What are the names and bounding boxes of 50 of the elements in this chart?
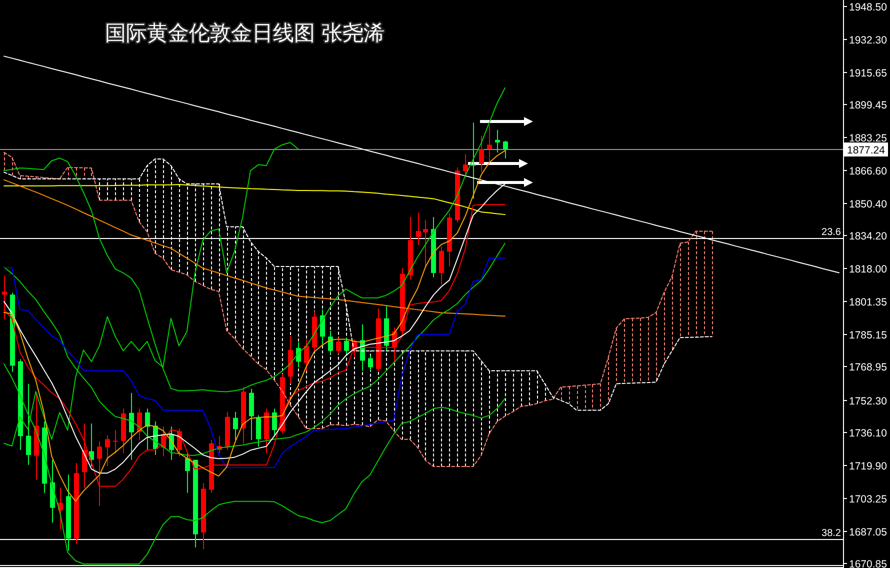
candlestick	[249, 388, 254, 440]
y-tick-label: 1687.05	[849, 526, 888, 538]
ref-line-label: 1877.24	[847, 144, 886, 156]
y-tick-label: 1915.65	[849, 67, 888, 80]
candlestick	[256, 414, 261, 448]
candlestick	[82, 422, 87, 488]
annotation: 38.2	[822, 528, 842, 540]
y-tick-label: 1834.20	[849, 230, 888, 242]
candlestick	[368, 355, 373, 372]
y-tick-label: 1752.30	[849, 395, 888, 408]
candlestick	[2, 275, 7, 320]
candlestick	[463, 153, 468, 178]
candlestick	[328, 330, 333, 355]
candlestick	[233, 411, 238, 440]
y-tick-label: 1768.95	[849, 361, 888, 374]
candlestick	[272, 408, 277, 436]
candlestick	[479, 135, 484, 173]
candlestick	[185, 452, 190, 494]
candlestick	[129, 392, 134, 460]
title: 国际黄金伦敦金日线图 张尧浠	[105, 21, 385, 45]
y-tick-label: 1785.15	[849, 329, 888, 342]
y-tick-label: 1719.90	[849, 460, 888, 472]
y-tick-label: 1703.25	[849, 493, 888, 506]
y-tick-label: 1899.45	[849, 99, 888, 112]
y-tick-label: 1818.00	[849, 263, 888, 276]
y-tick-label: 1801.35	[849, 296, 888, 308]
candlestick	[113, 430, 118, 454]
candlestick	[105, 434, 110, 467]
candlestick	[97, 440, 102, 506]
y-tick-label: 1932.30	[849, 34, 888, 46]
candlestick	[26, 383, 31, 466]
candlestick	[145, 408, 150, 450]
candlestick	[495, 129, 500, 154]
candlestick	[503, 140, 508, 159]
candlestick	[487, 124, 492, 163]
candlestick	[416, 212, 421, 246]
candlestick	[439, 246, 444, 286]
candlestick	[304, 338, 309, 372]
y-tick-label: 1850.40	[849, 198, 888, 210]
candlestick	[89, 422, 94, 467]
y-tick-label: 1883.25	[849, 132, 888, 144]
y-tick-label: 1670.85	[849, 558, 888, 568]
y-tick-label: 1866.60	[849, 165, 888, 178]
candlestick	[336, 337, 341, 355]
candlestick	[471, 122, 476, 200]
annotation: 23.6	[822, 227, 842, 238]
candlestick	[423, 220, 428, 269]
candlestick	[344, 337, 349, 355]
y-tick-label: 1948.50	[849, 1, 888, 14]
y-tick-label: 1736.10	[849, 427, 888, 440]
